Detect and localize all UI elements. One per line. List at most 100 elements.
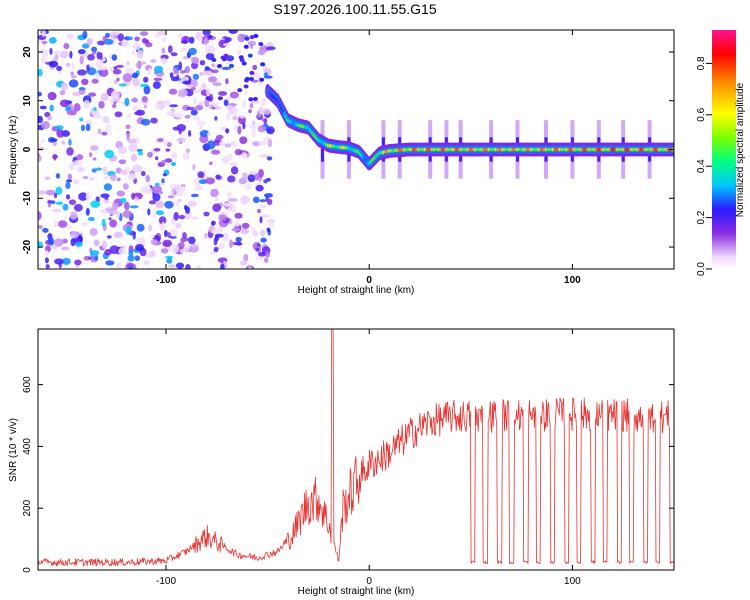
noise-blob: [81, 222, 89, 227]
noise-blob: [93, 239, 100, 247]
noise-blob: [161, 178, 165, 184]
noise-blob: [38, 115, 43, 124]
noise-blob: [211, 229, 221, 235]
noise-blob: [164, 230, 168, 237]
noise-blob: [211, 63, 216, 68]
noise-blob: [219, 141, 225, 146]
noise-blob: [145, 175, 150, 183]
noise-blob: [116, 177, 121, 182]
noise-blob: [143, 85, 151, 95]
noise-blob: [230, 166, 239, 175]
noise-blob: [128, 143, 138, 152]
noise-blob: [260, 62, 266, 67]
noise-blob: [66, 33, 74, 40]
noise-blob: [56, 65, 63, 71]
noise-blob: [88, 152, 93, 158]
noise-blob: [156, 210, 164, 216]
noise-blob: [131, 192, 135, 200]
noise-blob: [252, 64, 258, 71]
noise-blob: [162, 239, 173, 248]
noise-blob: [263, 179, 268, 184]
noise-blob: [177, 33, 184, 39]
noise-blob: [178, 214, 186, 220]
noise-blob: [74, 203, 83, 212]
noise-blob: [136, 49, 144, 59]
noise-blob: [242, 172, 248, 180]
noise-blob: [96, 51, 101, 60]
noise-blob: [124, 97, 130, 107]
noise-blob: [158, 216, 167, 225]
noise-blob: [71, 61, 75, 70]
noise-blob: [190, 193, 199, 198]
noise-blob: [250, 100, 260, 104]
noise-blob: [193, 177, 201, 187]
noise-blob: [167, 256, 172, 261]
noise-blob: [76, 166, 86, 173]
noise-blob: [255, 184, 264, 192]
noise-blob: [179, 249, 184, 253]
noise-blob: [135, 61, 143, 69]
noise-blob: [126, 113, 132, 118]
noise-blob: [199, 72, 204, 76]
noise-blob: [155, 103, 162, 109]
noise-blob: [72, 91, 81, 97]
noise-blob: [165, 148, 171, 152]
noise-blob: [247, 174, 256, 183]
noise-blob: [122, 210, 132, 219]
noise-blob: [105, 260, 115, 266]
colorbar-label: Normalized spectral amplitude: [735, 82, 746, 217]
noise-blob: [140, 186, 149, 194]
noise-blob: [111, 201, 119, 211]
x-tick-label: -100: [156, 275, 176, 286]
noise-blob: [135, 244, 144, 251]
noise-blob: [114, 200, 120, 204]
noise-blob: [255, 247, 260, 252]
noise-blob: [198, 179, 208, 185]
noise-blob: [160, 248, 169, 254]
noise-blob: [154, 65, 163, 74]
noise-blob: [218, 91, 228, 96]
noise-blob: [243, 84, 249, 89]
noise-blob: [41, 139, 45, 143]
noise-blob: [212, 101, 219, 108]
noise-blob: [152, 212, 157, 218]
noise-blob: [233, 125, 238, 131]
noise-blob: [235, 242, 243, 246]
noise-blob: [127, 255, 135, 262]
noise-blob: [211, 220, 216, 226]
noise-blob: [41, 121, 50, 130]
noise-blob: [215, 106, 222, 110]
snr-series-line: [38, 329, 674, 567]
noise-blob: [47, 91, 57, 101]
noise-blob: [128, 266, 133, 269]
noise-blob: [90, 145, 99, 151]
noise-blob: [81, 78, 89, 86]
noise-blob: [60, 246, 70, 251]
noise-blob: [38, 241, 43, 248]
snr-y-axis: 0 200 400 600: [22, 376, 674, 573]
noise-blob: [77, 69, 87, 76]
noise-blob: [104, 149, 115, 159]
noise-blob: [109, 219, 117, 228]
noise-blob: [112, 68, 122, 75]
noise-blob: [56, 129, 65, 138]
noise-blob: [54, 258, 64, 265]
noise-blob: [240, 260, 248, 266]
noise-blob: [182, 80, 192, 85]
noise-blob: [223, 99, 229, 107]
noise-blob: [106, 235, 112, 239]
noise-blob: [38, 225, 43, 229]
noise-blob: [264, 257, 269, 263]
noise-blob: [52, 208, 62, 213]
noise-blob: [262, 108, 272, 115]
noise-blob: [68, 138, 72, 146]
noise-blob: [45, 189, 56, 196]
noise-blob: [173, 211, 179, 221]
noise-blob: [127, 138, 137, 144]
noise-blob: [175, 201, 179, 207]
colorbar-ticks: 0.0 0.2 0.4 0.6 0.8: [696, 56, 712, 276]
noise-blob: [38, 142, 42, 147]
noise-blob: [140, 170, 146, 177]
noise-blob: [45, 264, 50, 269]
